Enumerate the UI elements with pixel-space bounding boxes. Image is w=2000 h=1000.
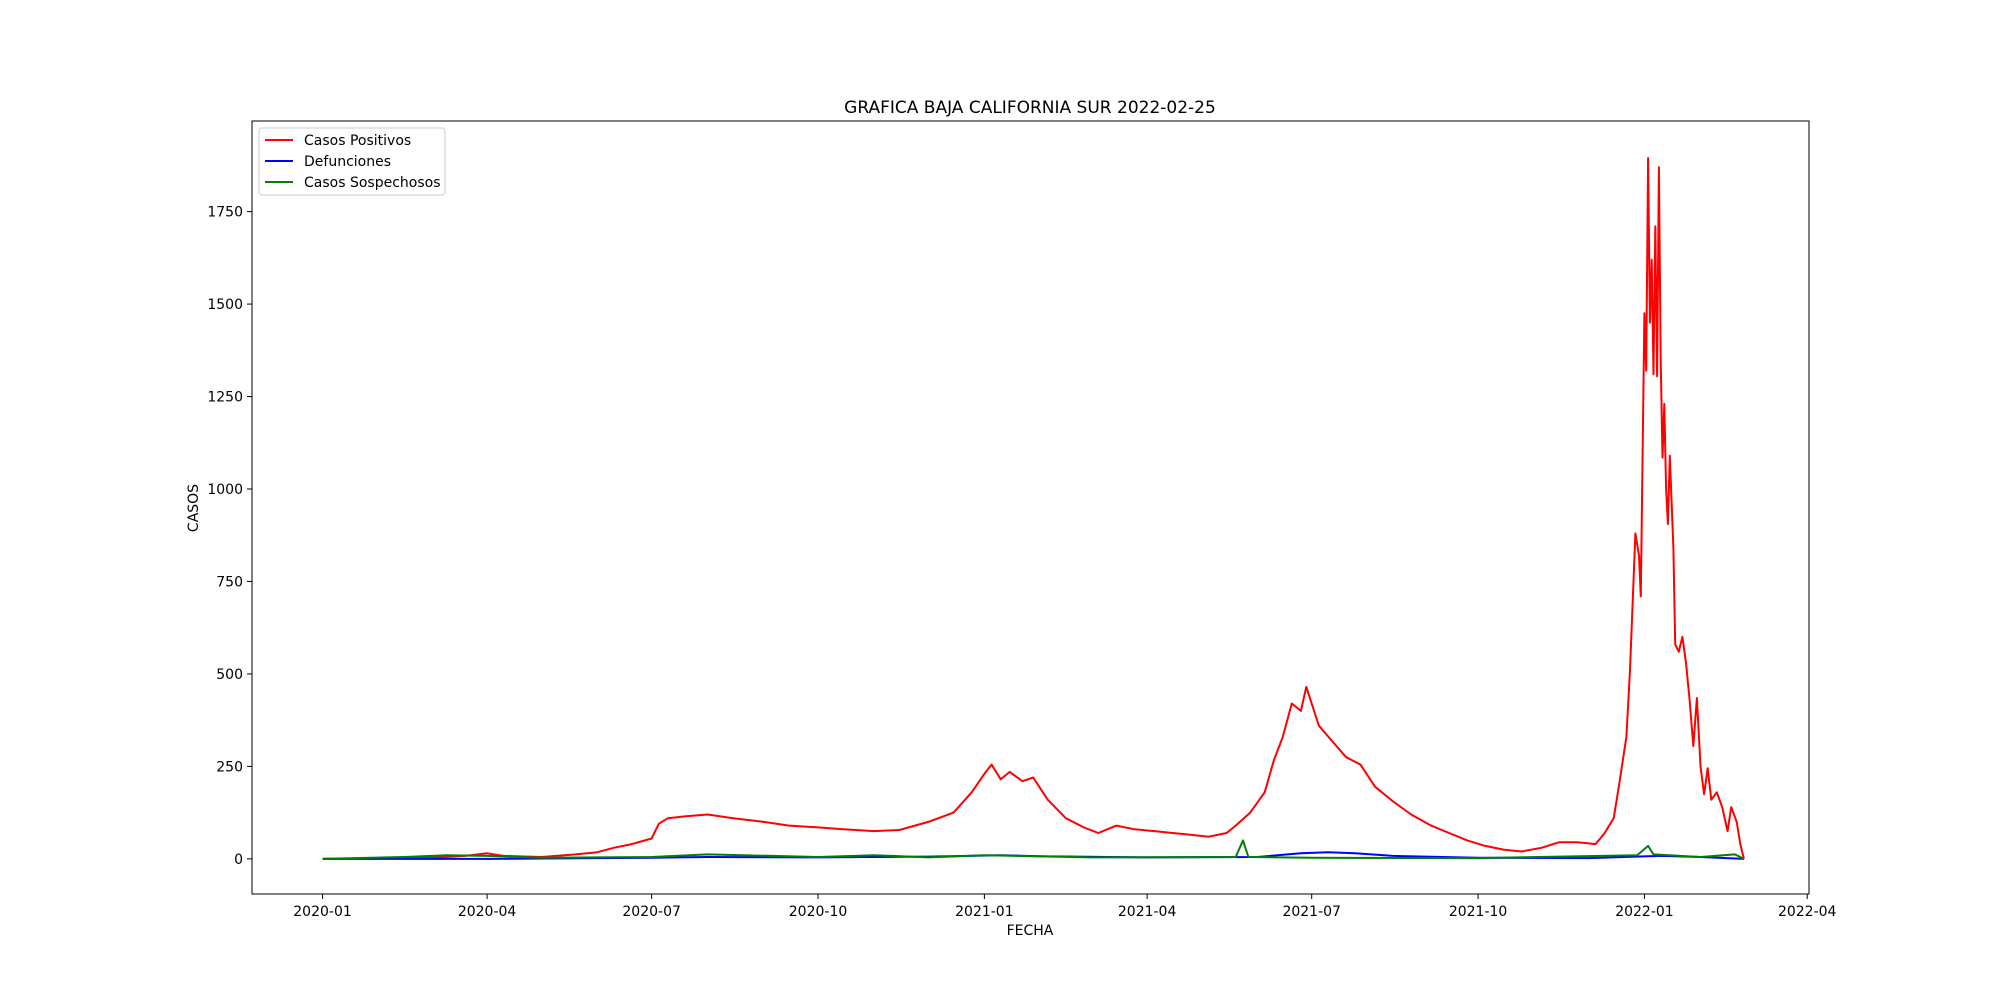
y-axis-label: CASOS: [186, 484, 202, 532]
y-tick-label-3: 750: [216, 574, 243, 590]
y-tick-label-5: 1250: [207, 390, 243, 406]
series-line-0: [322, 157, 1745, 860]
x-tick-label-8: 2022-01: [1615, 904, 1674, 920]
x-tick-label-2: 2020-07: [622, 904, 681, 920]
legend-label-2: Casos Sospechosos: [304, 175, 441, 191]
y-axis: 0 250 500 750 1000 1250 1500 1750: [207, 205, 252, 868]
y-tick-label-2: 500: [216, 667, 243, 683]
y-tick-label-7: 1750: [207, 205, 243, 221]
y-tick-label-0: 0: [234, 852, 243, 868]
legend: Casos Positivos Defunciones Casos Sospecho…: [258, 127, 446, 196]
x-axis: 2020-01 2020-04 2020-07 2020-10 2021-01 2021-…: [293, 894, 1837, 920]
legend-box: [258, 127, 446, 196]
x-tick-label-3: 2020-10: [789, 904, 848, 920]
x-tick-label-4: 2021-01: [955, 904, 1014, 920]
x-tick-label-5: 2021-04: [1118, 904, 1177, 920]
x-tick-label-1: 2020-04: [458, 904, 517, 920]
x-tick-label-0: 2020-01: [293, 904, 352, 920]
y-tick-label-4: 1000: [207, 482, 243, 498]
legend-label-0: Casos Positivos: [304, 133, 411, 149]
axes-frame: [251, 120, 1810, 895]
plot-area: 2020-01 2020-04 2020-07 2020-10 2021-01 2021-…: [207, 120, 1837, 920]
x-tick-label-7: 2021-10: [1449, 904, 1508, 920]
x-tick-label-6: 2021-07: [1282, 904, 1341, 920]
chart-title: GRAFICA BAJA CALIFORNIA SUR 2022-02-25: [844, 98, 1216, 118]
y-tick-label-1: 250: [216, 759, 243, 775]
series-layer: [322, 157, 1745, 860]
x-axis-label: FECHA: [1007, 923, 1054, 939]
y-tick-label-6: 1500: [207, 297, 243, 313]
x-tick-label-9: 2022-04: [1778, 904, 1837, 920]
series-line-2: [322, 839, 1745, 860]
legend-label-1: Defunciones: [304, 154, 391, 170]
